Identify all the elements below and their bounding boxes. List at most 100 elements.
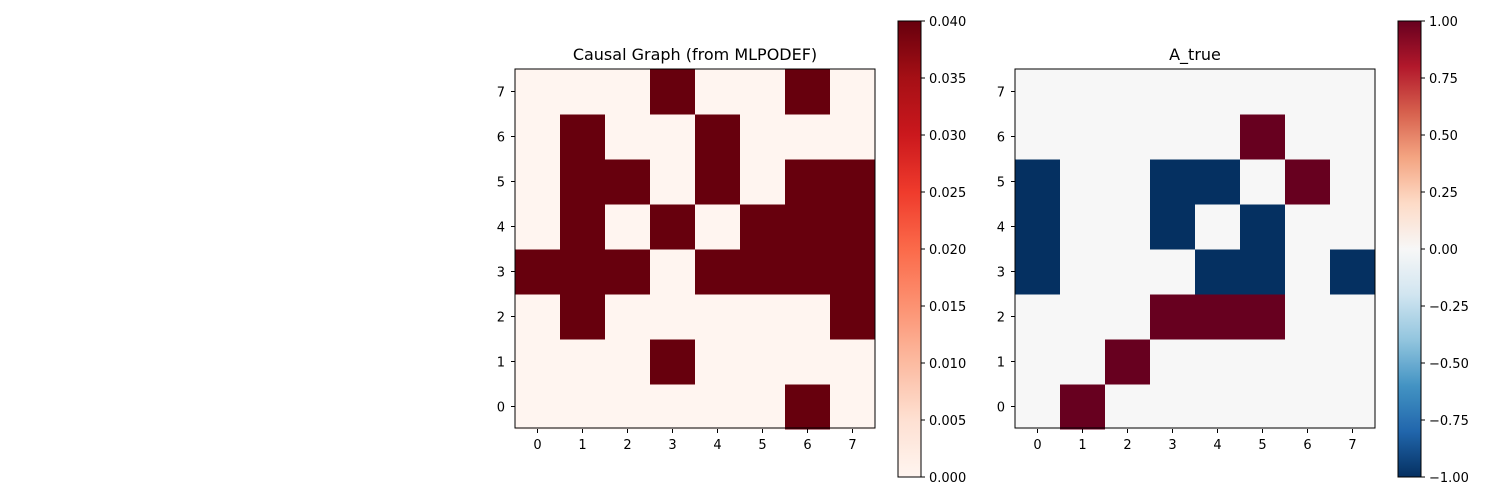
y-tick-label: 5 <box>997 176 1005 191</box>
heatmap-cell <box>1285 384 1331 430</box>
heatmap-cell <box>740 294 786 340</box>
heatmap-cell <box>1330 249 1376 295</box>
heatmap-cell <box>650 69 696 115</box>
heatmap-cell <box>1150 249 1196 295</box>
heatmap-cell <box>695 69 741 115</box>
y-tick-label: 3 <box>997 266 1005 281</box>
heatmap-cell <box>1330 114 1376 160</box>
x-axis: 0 1 2 3 4 5 6 7 <box>1033 429 1357 453</box>
colorbar-tick-label: 0.00 <box>1429 243 1458 258</box>
heatmap-cell <box>830 339 876 385</box>
heatmap-cell <box>1105 69 1151 115</box>
heatmap-cell <box>830 384 876 430</box>
heatmap-cell <box>1285 339 1331 385</box>
colorbar-gradient <box>897 20 922 478</box>
heatmap-cell <box>515 294 561 340</box>
y-tick-label: 1 <box>997 356 1005 371</box>
heatmap-cell <box>1285 114 1331 160</box>
colorbar-tick-label: 0.040 <box>929 15 966 30</box>
heatmap-cell <box>830 204 876 250</box>
heatmap-cell <box>1150 204 1196 250</box>
heatmap-cell <box>785 339 831 385</box>
heatmap-cell <box>605 249 651 295</box>
heatmap-cell <box>1285 159 1331 205</box>
heatmap-cell <box>830 294 876 340</box>
panel-causal-graph: Causal Graph (from MLPODEF) 0 1 2 3 4 5 6 7 0 1 2… <box>497 15 967 486</box>
heatmap-cell <box>1195 159 1241 205</box>
heatmap-cell <box>605 114 651 160</box>
y-tick-label: 4 <box>497 221 505 236</box>
colorbar-tick-label: 1.00 <box>1429 15 1458 30</box>
heatmap-cell <box>1060 339 1106 385</box>
heatmap-cell <box>785 159 831 205</box>
heatmap-cell <box>1285 249 1331 295</box>
heatmap-cell <box>1105 339 1151 385</box>
heatmap-cell <box>560 339 606 385</box>
heatmap-cell <box>1330 339 1376 385</box>
heatmap-cell <box>1240 249 1286 295</box>
y-tick-label: 4 <box>997 221 1005 236</box>
heatmap-cell <box>740 114 786 160</box>
heatmap-cell <box>1240 294 1286 340</box>
heatmap-cell <box>1195 249 1241 295</box>
colorbar-tick-label: 0.035 <box>929 72 966 87</box>
heatmap-cell <box>1285 204 1331 250</box>
heatmap-cell <box>605 204 651 250</box>
y-tick-label: 1 <box>497 356 505 371</box>
x-tick-label: 0 <box>533 438 541 453</box>
heatmap-cell <box>650 249 696 295</box>
heatmap-cell <box>830 249 876 295</box>
y-tick-label: 7 <box>997 86 1005 101</box>
heatmap-cell <box>560 114 606 160</box>
heatmap-cell <box>785 204 831 250</box>
colorbar-tick-label: −1.00 <box>1429 471 1469 486</box>
heatmap-cell <box>1195 339 1241 385</box>
y-axis: 0 1 2 3 4 5 6 7 <box>997 86 1015 416</box>
colorbar-tick-label: 0.015 <box>929 300 966 315</box>
colorbar: −1.00 −0.75 −0.50 −0.25 0.00 0.25 0.50 0.75 1.00 <box>1397 15 1469 486</box>
heatmap-cell <box>1240 384 1286 430</box>
heatmap-cell <box>695 204 741 250</box>
heatmap-cell <box>1330 294 1376 340</box>
heatmap-cell <box>650 294 696 340</box>
heatmap-cell <box>560 69 606 115</box>
x-tick-label: 5 <box>758 438 766 453</box>
heatmap-cell <box>605 384 651 430</box>
heatmap-cell <box>785 69 831 115</box>
colorbar-tick-label: 0.50 <box>1429 129 1458 144</box>
heatmap-cell <box>1015 204 1061 250</box>
heatmap-cell <box>1060 294 1106 340</box>
heatmap-cell <box>740 69 786 115</box>
heatmap-cell <box>740 159 786 205</box>
chart-title: Causal Graph (from MLPODEF) <box>573 45 817 64</box>
y-tick-label: 2 <box>997 311 1005 326</box>
plot-frame <box>514 68 876 429</box>
x-tick-label: 7 <box>848 438 856 453</box>
heatmap-cell <box>1150 339 1196 385</box>
heatmap-cell <box>1150 384 1196 430</box>
heatmap-cell <box>695 294 741 340</box>
heatmap-cell <box>1330 384 1376 430</box>
heatmap-cell <box>650 384 696 430</box>
heatmap-cell <box>740 249 786 295</box>
heatmap-cell <box>1150 294 1196 340</box>
heatmap-cell <box>1105 114 1151 160</box>
heatmap-cell <box>1060 384 1106 430</box>
heatmap-cell <box>1015 69 1061 115</box>
heatmap-cell <box>785 249 831 295</box>
heatmap-cell <box>785 294 831 340</box>
y-tick-label: 5 <box>497 176 505 191</box>
heatmap-cell <box>515 339 561 385</box>
x-tick-label: 3 <box>668 438 676 453</box>
colorbar-tick-label: −0.50 <box>1429 357 1469 372</box>
heatmap-cell <box>695 114 741 160</box>
colorbar-tick-label: −0.25 <box>1429 300 1469 315</box>
colorbar: 0.000 0.005 0.010 0.015 0.020 0.025 0.030 0.035… <box>897 15 966 486</box>
colorbar-tick-label: 0.020 <box>929 243 966 258</box>
plot-frame <box>1014 68 1376 429</box>
heatmap-cell <box>1195 384 1241 430</box>
heatmap-cell <box>605 69 651 115</box>
panel-a-true: A_true 0 1 2 3 4 5 6 7 0 1 2 3 4 5 6 7 −1.00 −0.75 −0.50… <box>997 15 1469 486</box>
y-tick-label: 0 <box>497 401 505 416</box>
